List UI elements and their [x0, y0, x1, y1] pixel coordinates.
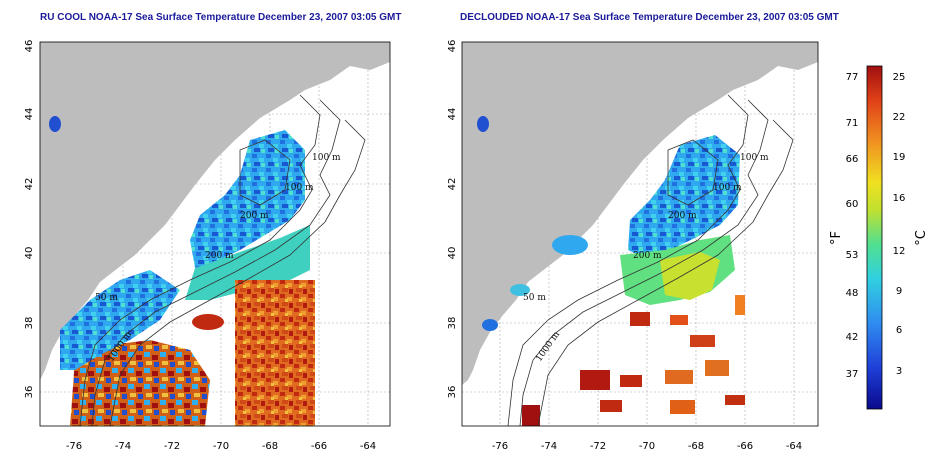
left-sst-warm-offshore	[235, 280, 315, 426]
right-isobaths	[507, 94, 794, 427]
colorbar-gradient	[866, 65, 883, 410]
right-map-title: DECLOUDED NOAA-17 Sea Surface Temperatur…	[460, 12, 839, 23]
right-sst-warm-patches	[522, 295, 745, 426]
right-lat-tick: 36	[447, 386, 458, 399]
left-map-panel: 100 m 100 m 200 m 200 m 50 m 1000 m -76 …	[24, 40, 391, 452]
left-lon-ticks: -76 -74 -72 -70 -68 -66 -64	[66, 441, 376, 452]
right-warm-patch	[670, 315, 688, 325]
right-warm-patch	[522, 405, 540, 426]
right-contour-label-2: 100 m	[713, 183, 742, 193]
f-tick: 77	[846, 72, 859, 83]
f-tick: 42	[846, 332, 859, 343]
right-sst-cool	[628, 135, 740, 258]
right-contour-label-3: 200 m	[668, 211, 697, 221]
right-warm-patch	[665, 370, 693, 384]
left-lat-tick: 46	[24, 40, 35, 53]
f-tick: 66	[846, 154, 859, 165]
left-lon-tick: -64	[360, 441, 376, 452]
right-warm-patch	[670, 400, 695, 414]
left-isobaths	[79, 94, 366, 427]
left-sst-eddy	[192, 314, 224, 330]
f-tick: 37	[846, 369, 859, 380]
right-sst-patch	[510, 284, 530, 296]
left-lat-ticks: 46 44 42 40 38 36	[24, 40, 35, 399]
left-lon-tick: -74	[115, 441, 131, 452]
left-sst-spot	[49, 116, 61, 132]
left-map-title: RU COOL NOAA-17 Sea Surface Temperature …	[40, 12, 402, 23]
right-warm-patch	[630, 312, 650, 326]
colorbar-fahrenheit-unit: °F	[829, 231, 844, 245]
left-contour-label-1: 100 m	[312, 153, 341, 163]
right-warm-patch	[690, 335, 715, 347]
right-warm-patch	[600, 400, 622, 412]
right-contour-label-5: 50 m	[523, 293, 546, 303]
left-contour-label-5: 50 m	[95, 293, 118, 303]
right-lon-ticks: -76 -74 -72 -70 -68 -66 -64	[492, 441, 802, 452]
left-lon-tick: -66	[311, 441, 327, 452]
f-tick: 60	[846, 199, 859, 210]
right-warm-patch	[725, 395, 745, 405]
left-lon-tick: -68	[262, 441, 278, 452]
right-warm-patch	[735, 295, 745, 315]
c-tick: 19	[893, 152, 906, 163]
right-sst-spot	[477, 116, 489, 132]
f-tick: 53	[846, 250, 859, 261]
c-tick: 6	[896, 325, 902, 336]
colorbar-celsius-ticks: 25 22 19 16 12 9 6 3	[893, 72, 906, 377]
left-contour-label-4: 200 m	[205, 251, 234, 261]
c-tick: 9	[896, 286, 902, 297]
left-lon-tick: -70	[213, 441, 229, 452]
right-lon-tick: -76	[492, 441, 508, 452]
f-tick: 71	[846, 118, 859, 129]
c-tick: 12	[893, 246, 906, 257]
right-lat-tick: 38	[447, 317, 458, 330]
right-warm-patch	[580, 370, 610, 390]
left-contour-label-2: 100 m	[285, 183, 314, 193]
right-lat-ticks: 46 44 42 40 38 36	[447, 40, 458, 399]
left-lon-tick: -76	[66, 441, 82, 452]
left-lat-tick: 36	[24, 386, 35, 399]
f-tick: 48	[846, 288, 859, 299]
colorbar-fahrenheit-ticks: 77 71 66 60 53 48 42 37	[846, 72, 859, 380]
left-contour-label-3: 200 m	[240, 211, 269, 221]
left-lat-tick: 40	[24, 247, 35, 260]
right-map-panel: 100 m 100 m 200 m 200 m 50 m 1000 m -76 …	[447, 40, 819, 452]
c-tick: 25	[893, 72, 906, 83]
right-lon-tick: -68	[688, 441, 704, 452]
right-contour-label-4: 200 m	[633, 251, 662, 261]
left-map-border	[39, 41, 391, 427]
right-lat-tick: 42	[447, 178, 458, 191]
left-lon-tick: -72	[164, 441, 180, 452]
right-land	[462, 42, 818, 385]
left-land	[40, 42, 390, 380]
right-map-border	[461, 41, 819, 427]
c-tick: 3	[896, 366, 902, 377]
right-warm-patch	[620, 375, 642, 387]
c-tick: 22	[893, 112, 906, 123]
right-sst-patch	[482, 319, 498, 331]
right-contour-label-1: 100 m	[740, 153, 769, 163]
right-lon-tick: -72	[590, 441, 606, 452]
right-sst-patch	[552, 235, 588, 255]
colorbar-celsius-unit: °C	[914, 230, 929, 246]
left-lat-tick: 38	[24, 317, 35, 330]
right-lon-tick: -66	[737, 441, 753, 452]
left-sst-warm-south	[70, 340, 210, 426]
right-lon-tick: -64	[786, 441, 802, 452]
colorbar: 77 71 66 60 53 48 42 37 25 22 19 16 12 9…	[829, 65, 929, 410]
right-lon-tick: -74	[541, 441, 557, 452]
right-lat-tick: 40	[447, 247, 458, 260]
left-lat-tick: 44	[24, 108, 35, 121]
left-lat-tick: 42	[24, 178, 35, 191]
right-lat-tick: 46	[447, 40, 458, 53]
right-lat-tick: 44	[447, 108, 458, 121]
right-sst-shelf-warm	[660, 252, 720, 300]
right-lon-tick: -70	[639, 441, 655, 452]
c-tick: 16	[893, 193, 906, 204]
right-warm-patch	[705, 360, 729, 376]
